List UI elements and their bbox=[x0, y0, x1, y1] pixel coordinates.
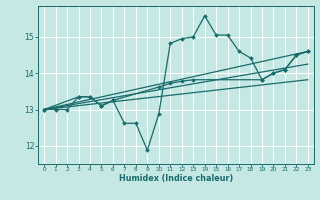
X-axis label: Humidex (Indice chaleur): Humidex (Indice chaleur) bbox=[119, 174, 233, 183]
